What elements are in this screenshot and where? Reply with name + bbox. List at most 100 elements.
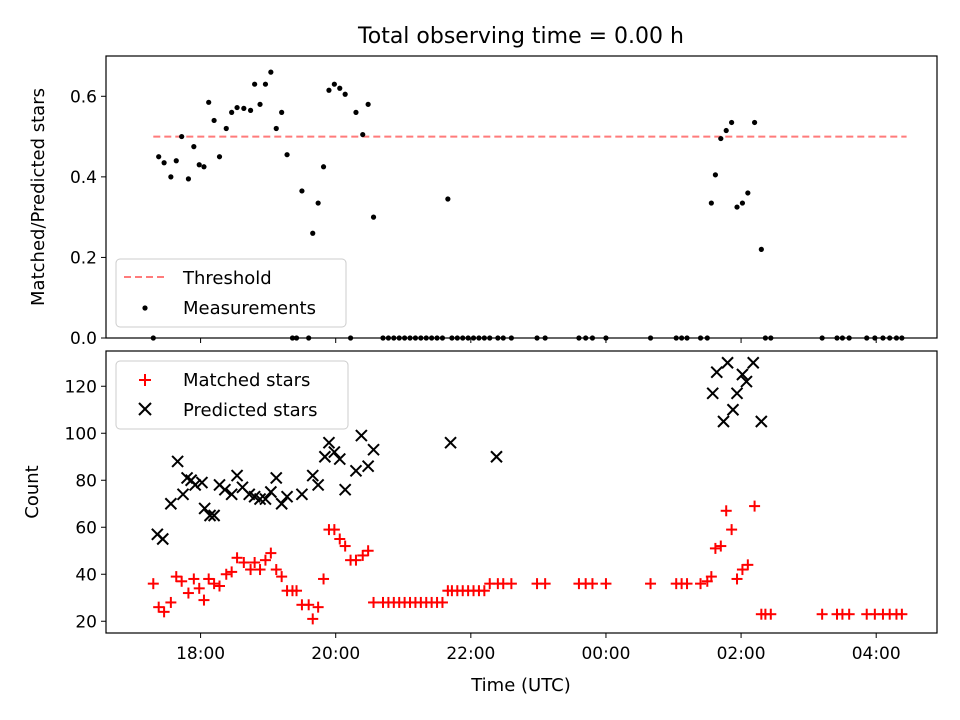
predicted-star-point: [318, 450, 332, 463]
count-y-ticks: 20 40 60 80 100 120: [65, 377, 106, 632]
predicted-star-point: [156, 532, 169, 546]
measurement-point: [234, 104, 240, 111]
predicted-star-point: [198, 502, 211, 515]
legend-matched-label: Matched stars: [183, 370, 310, 391]
matched-star-point: [147, 578, 159, 590]
matched-star-point: [645, 578, 657, 590]
predicted-star-point: [171, 455, 184, 468]
matched-star-point: [176, 575, 188, 587]
matched-star-point: [193, 582, 205, 594]
matched-star-point: [220, 568, 232, 580]
matched-star-point: [307, 613, 319, 625]
ratio-x-ticks: [200, 338, 877, 343]
measurement-point: [247, 107, 254, 113]
predicted-star-point: [264, 485, 278, 499]
predicted-star-point: [361, 459, 375, 473]
matched-star-point: [749, 500, 761, 512]
matched-star-point: [436, 596, 448, 608]
matched-star-point: [214, 580, 226, 592]
measurement-point: [201, 164, 207, 170]
matched-star-point: [259, 554, 271, 566]
matched-star-point: [600, 578, 612, 590]
predicted-star-point: [717, 415, 730, 428]
measurement-point: [734, 204, 740, 210]
measurement-point: [353, 109, 359, 115]
matched-star-point: [203, 573, 215, 585]
x-tick-label: 20:00: [311, 644, 360, 664]
matched-star-point: [478, 585, 490, 597]
matched-star-point: [270, 564, 282, 576]
measurement-point: [320, 164, 327, 170]
ratio-y-axis-label: Matched/Predicted stars: [28, 88, 49, 306]
ratio-y-tick-label: 0.2: [70, 248, 97, 268]
measurement-point: [342, 91, 348, 97]
matched-star-point: [170, 571, 182, 583]
predicted-star-point: [164, 497, 178, 510]
matched-star-point: [681, 578, 693, 590]
predicted-star-point: [270, 471, 283, 485]
predicted-star-point: [230, 469, 244, 482]
measurement-point: [206, 99, 212, 105]
predicted-star-point: [710, 365, 723, 379]
predicted-star-point: [328, 445, 341, 459]
predicted-star-point: [176, 488, 190, 501]
predicted-star-point: [306, 469, 319, 482]
ratio-panel: 0.0 0.2 0.4 0.6 Matched/Predicted stars Thr…: [28, 55, 938, 349]
matched-star-point: [736, 564, 748, 576]
matched-star-point: [158, 606, 170, 618]
matched-star-point: [238, 557, 250, 568]
figure-title: Total observing time = 0.00 h: [357, 24, 684, 49]
measurement-point: [445, 196, 451, 202]
matched-star-point: [254, 564, 266, 576]
x-tick-label: 02:00: [717, 644, 766, 664]
measurement-point: [211, 117, 217, 124]
predicted-star-point: [225, 488, 238, 501]
measurement-point: [223, 125, 229, 132]
ratio-y-tick-label: 0.6: [70, 87, 97, 107]
count-y-tick-label: 40: [75, 565, 97, 585]
matched-star-point: [153, 601, 165, 613]
x-tick-label: 18:00: [176, 644, 225, 664]
matched-star-point: [231, 552, 243, 564]
matched-star-point: [726, 524, 738, 536]
x-tick-label: 04:00: [852, 644, 901, 664]
measurement-point: [326, 87, 332, 93]
matched-star-point: [291, 585, 303, 597]
predicted-star-point: [311, 478, 325, 492]
count-y-tick-label: 60: [75, 518, 97, 538]
matched-star-point: [709, 542, 721, 554]
x-tick-label: 22:00: [446, 644, 495, 664]
matched-star-point: [720, 505, 732, 517]
matched-star-point: [312, 601, 324, 613]
predicted-star-point: [706, 387, 719, 400]
matched-star-point: [586, 578, 598, 590]
measurement-point: [712, 172, 719, 178]
measurement-point: [191, 144, 197, 150]
matched-star-point: [742, 559, 754, 571]
predicted-star-point: [280, 490, 294, 503]
measurement-point: [758, 246, 764, 252]
ratio-y-ticks: 0.0 0.2 0.4 0.6: [70, 87, 106, 349]
count-y-axis-label: Count: [22, 465, 43, 518]
matched-star-point: [198, 594, 210, 606]
matched-star-point: [339, 540, 351, 552]
count-y-tick-label: 80: [75, 471, 97, 491]
measurement-point: [718, 135, 724, 142]
predicted-star-point: [747, 356, 760, 369]
matched-star-point: [328, 524, 340, 536]
matched-star-point: [765, 608, 777, 620]
predicted-star-point: [195, 476, 209, 489]
ratio-legend-box: [115, 258, 347, 328]
predicted-star-point: [275, 497, 288, 510]
legend-predicted-swatch: [138, 402, 152, 416]
predicted-star-point: [333, 452, 346, 466]
measurement-point: [708, 200, 714, 206]
measurement-point: [370, 214, 377, 220]
count-legend-box: [115, 360, 349, 430]
matched-star-point: [357, 549, 369, 561]
predicted-star-point: [367, 443, 380, 456]
matched-star-point: [245, 564, 257, 576]
legend-matched-swatch: [139, 374, 151, 386]
predicted-star-point: [349, 464, 363, 478]
ratio-y-tick-label: 0.4: [70, 168, 97, 188]
